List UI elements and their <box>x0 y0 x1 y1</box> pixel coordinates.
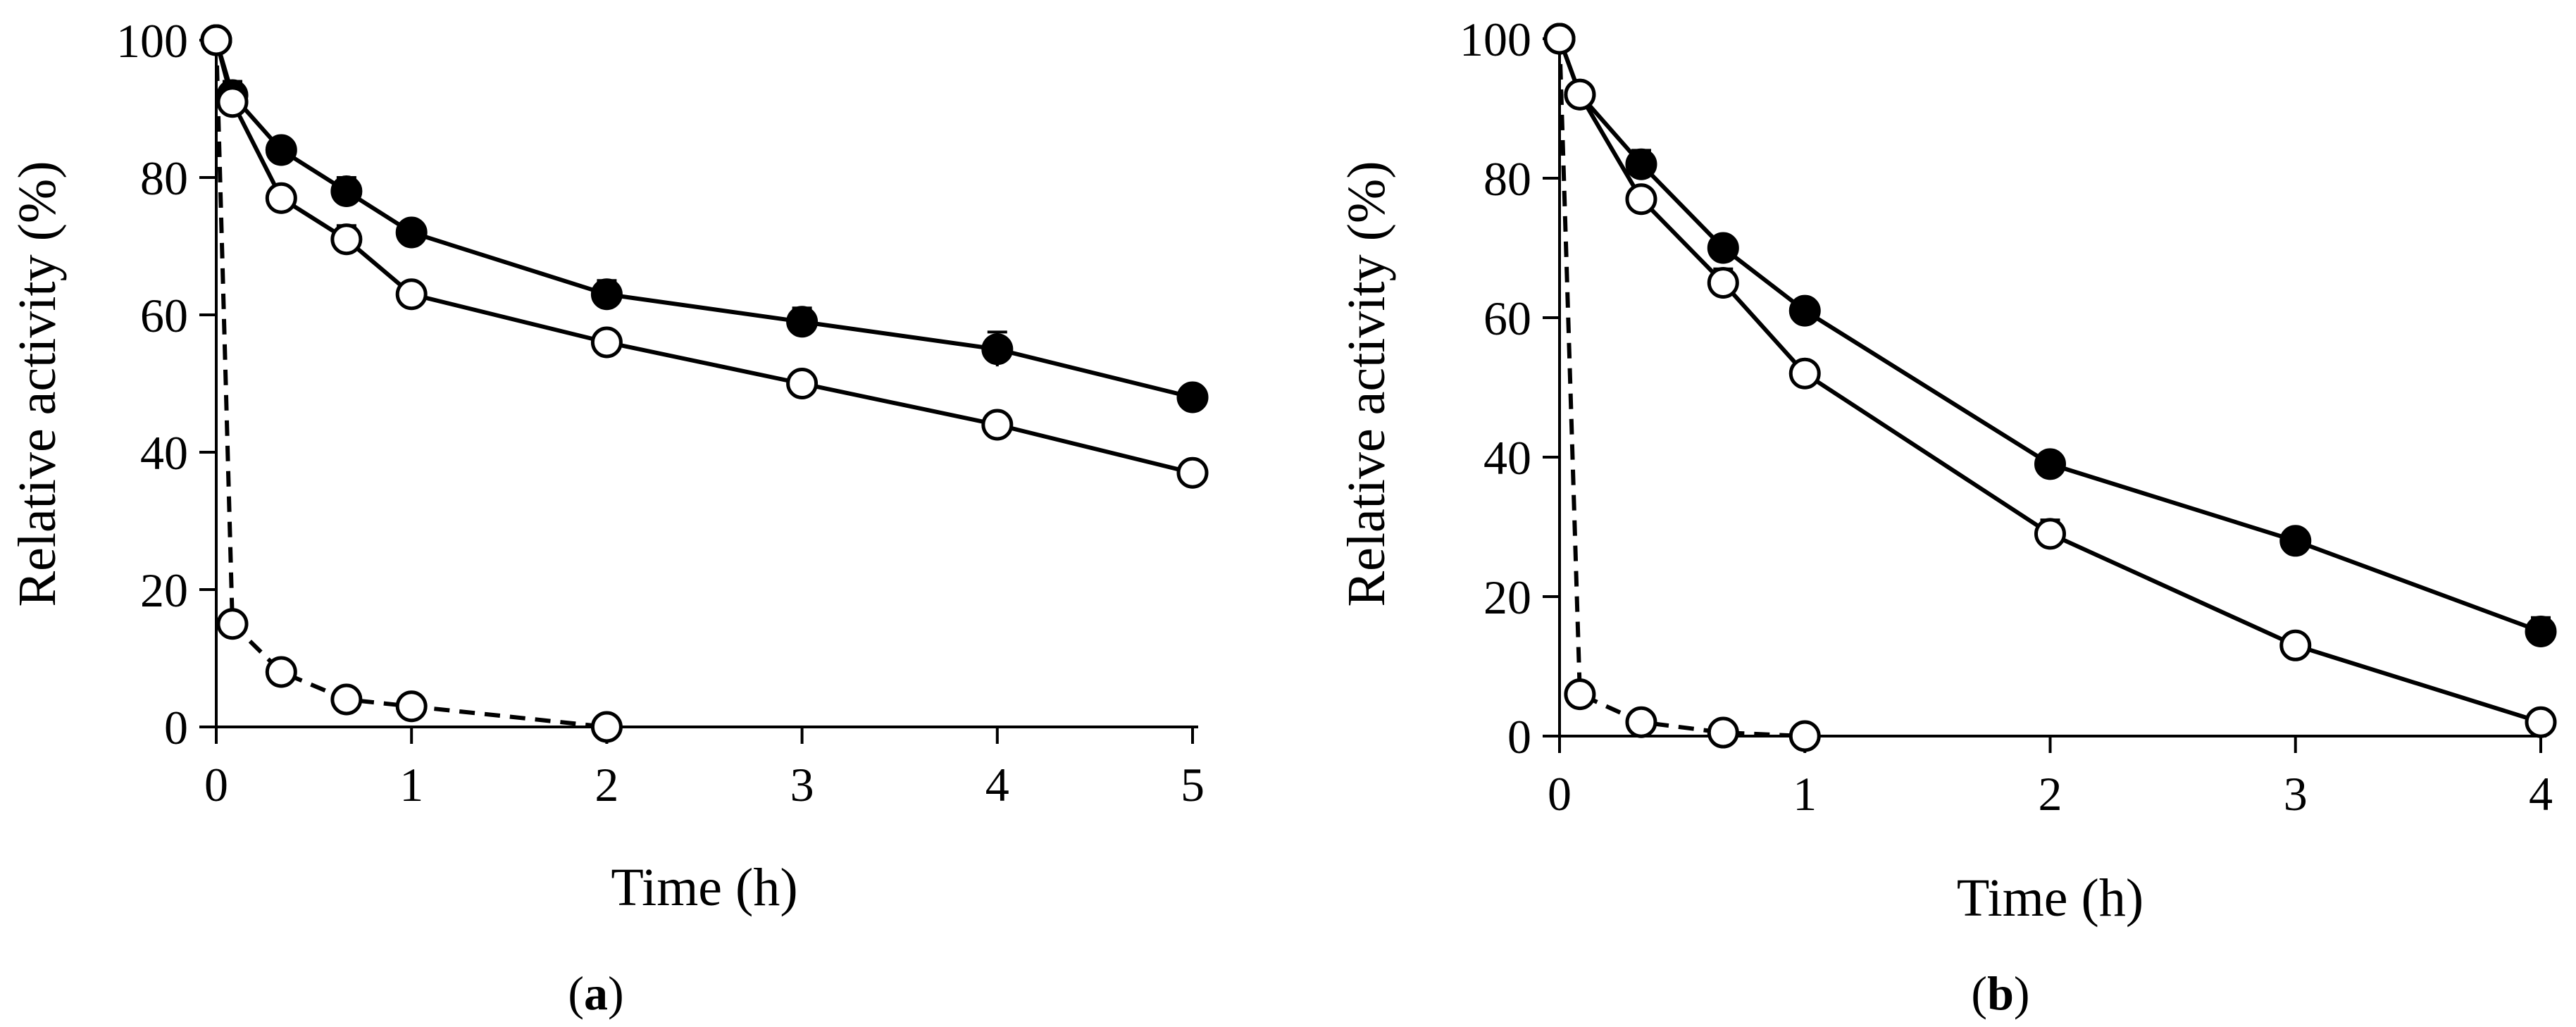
series-3-point <box>200 24 232 56</box>
series-1-point <box>1176 381 1209 413</box>
series-3-point <box>1543 23 1576 55</box>
series-2-line <box>214 39 1193 475</box>
series-2-point <box>981 409 1014 441</box>
y-axis-title: Relative activity (%) <box>1337 161 1396 606</box>
panel-label-letter: b <box>1987 966 2014 1020</box>
series-1-point <box>2279 525 2312 557</box>
series-1-point <box>1707 232 1739 264</box>
x-tick-label: 3 <box>790 758 814 811</box>
panel-label-close-paren: ) <box>2014 966 2030 1020</box>
series-1-point <box>395 216 428 249</box>
y-tick-label: 40 <box>140 426 188 480</box>
series-3-point <box>1707 716 1739 749</box>
y-tick-label: 100 <box>116 14 188 68</box>
x-tick-label: 4 <box>985 758 1009 811</box>
series-3-point <box>330 683 363 716</box>
x-tick-label: 0 <box>1548 767 1572 821</box>
series-2-point <box>2034 518 2066 550</box>
series-2-point <box>1176 456 1209 489</box>
series-2-point <box>1788 357 1821 390</box>
series-1-point <box>2525 616 2557 647</box>
x-axis-title: Time (h) <box>1957 869 2143 928</box>
y-tick-label: 40 <box>1483 431 1531 485</box>
series-2-point <box>1707 267 1739 299</box>
y-tick-label: 80 <box>140 151 188 205</box>
panel-label: (b) <box>1971 966 2029 1020</box>
series-3-point <box>216 608 249 640</box>
series-1-point <box>981 333 1014 366</box>
series-1-point <box>786 306 819 338</box>
series-3-point <box>1625 706 1657 738</box>
panel-label-open-paren: ( <box>568 966 584 1020</box>
series-1-point <box>590 278 623 311</box>
panel-a-chart: 0 20 40 60 80 100 0 1 2 3 4 5 Time (h) Relative activ… <box>8 14 1209 1020</box>
x-tick-label: 3 <box>2284 767 2308 821</box>
y-tick-label: 20 <box>140 564 188 617</box>
panel-label: (a) <box>568 966 623 1020</box>
panel-b-chart: 0 20 40 60 80 100 0 1 2 3 4 Time (h) Relative activi… <box>1337 13 2557 1020</box>
x-tick-label: 1 <box>1793 767 1817 821</box>
x-tick-label: 5 <box>1181 758 1205 811</box>
series-2-point <box>216 86 249 118</box>
y-tick-label: 0 <box>1507 710 1531 764</box>
series-2-point <box>786 368 819 399</box>
series-3-point <box>1788 720 1821 752</box>
series-2-point <box>265 182 297 214</box>
series-2-point <box>2279 629 2312 661</box>
panel-label-letter: a <box>584 966 608 1020</box>
series-1-point <box>2034 448 2066 480</box>
x-tick-label: 0 <box>204 758 228 811</box>
series-3-point <box>1564 678 1596 711</box>
series-3-point <box>395 690 428 723</box>
series-2-point <box>395 278 428 311</box>
y-tick-label: 80 <box>1483 152 1531 206</box>
series-2-point <box>590 326 623 359</box>
panel-label-open-paren: ( <box>1971 966 1987 1020</box>
y-axis-title: Relative activity (%) <box>8 161 67 606</box>
y-tick-label: 60 <box>1483 292 1531 345</box>
series-2-point <box>1625 183 1657 216</box>
series-3-point <box>265 656 297 688</box>
series-1-point <box>330 175 363 207</box>
x-tick-label: 2 <box>595 758 618 811</box>
x-tick-label: 1 <box>399 758 423 811</box>
series-1-point <box>1788 294 1821 327</box>
series-3-point <box>590 711 623 743</box>
x-axis-title: Time (h) <box>611 858 797 917</box>
y-tick-label: 20 <box>1483 571 1531 624</box>
y-tick-label: 100 <box>1460 13 1531 66</box>
y-tick-label: 60 <box>140 289 188 342</box>
x-tick-label: 4 <box>2529 767 2553 821</box>
series-2-point <box>330 223 363 256</box>
series-1-point <box>265 134 297 166</box>
series-3-line <box>1557 38 1805 738</box>
y-tick-label: 0 <box>164 701 188 754</box>
series-1-point <box>1625 148 1657 180</box>
x-tick-label: 2 <box>2039 767 2062 821</box>
series-2-point <box>2525 706 2557 738</box>
series-2-point <box>1564 78 1596 111</box>
series-3-line <box>214 39 607 729</box>
panel-label-close-paren: ) <box>608 966 624 1020</box>
series-2-line <box>1557 37 2541 725</box>
series-1-line <box>214 39 1193 399</box>
